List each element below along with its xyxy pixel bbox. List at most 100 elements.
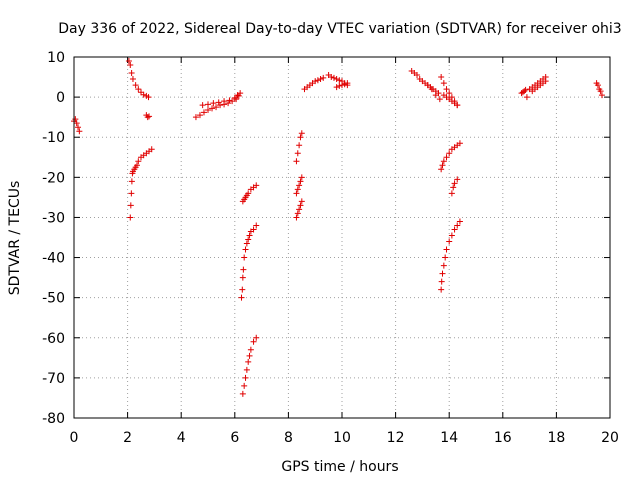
series-arc-j: [293, 198, 305, 221]
data-point: [240, 266, 247, 273]
series-arc-o2: [440, 92, 461, 109]
x-tick-label: 0: [70, 430, 79, 446]
data-point: [76, 128, 83, 135]
data-point: [196, 112, 203, 119]
data-point: [598, 92, 605, 99]
data-point: [245, 236, 252, 243]
data-point: [446, 150, 453, 157]
y-tick-label: 10: [47, 50, 65, 66]
series-arc-d: [192, 90, 244, 121]
y-axis-label: SDTVAR / TECUs: [7, 181, 23, 296]
data-point: [454, 176, 461, 183]
data-point: [253, 182, 260, 189]
data-point: [446, 90, 453, 97]
data-point: [440, 80, 447, 87]
x-tick-label: 20: [601, 430, 619, 446]
data-point: [320, 74, 327, 81]
data-point: [451, 180, 458, 187]
data-point: [522, 86, 529, 93]
data-point: [454, 102, 461, 109]
data-point: [241, 254, 248, 261]
data-point: [414, 72, 421, 79]
x-tick-label: 10: [333, 430, 351, 446]
data-point: [144, 114, 151, 121]
data-point: [432, 92, 439, 99]
data-point: [333, 76, 340, 83]
data-point: [424, 82, 431, 89]
series-arc-l2: [333, 80, 351, 91]
data-point: [297, 134, 304, 141]
data-point: [128, 70, 135, 77]
data-point: [233, 96, 240, 103]
y-tick-label: -10: [42, 130, 65, 146]
y-tick-label: -60: [42, 331, 65, 347]
data-point-layer: [71, 58, 605, 397]
data-point: [146, 113, 153, 120]
data-point: [328, 74, 335, 81]
data-point: [247, 346, 254, 353]
series-arc-q: [448, 176, 461, 197]
data-point: [246, 232, 253, 239]
y-tick-label: -40: [42, 251, 65, 267]
data-point: [451, 226, 458, 233]
series-arc-t2: [529, 78, 549, 95]
series-arc-f: [238, 222, 260, 301]
y-tick-label: -30: [42, 210, 65, 226]
data-point: [294, 186, 301, 193]
data-point: [127, 202, 134, 209]
y-tick-label: -70: [42, 371, 65, 387]
data-point: [521, 88, 528, 95]
data-point: [221, 98, 228, 105]
data-point: [594, 82, 601, 89]
series-arc-s: [518, 86, 530, 101]
data-point: [215, 99, 222, 106]
data-point: [209, 105, 216, 112]
data-point: [210, 100, 217, 107]
data-point: [317, 76, 324, 83]
series-arc-o: [438, 74, 461, 109]
series-arc-g: [239, 334, 260, 397]
data-point: [446, 238, 453, 245]
data-point: [246, 352, 253, 359]
series-arc-b2: [143, 112, 153, 121]
data-point: [250, 338, 257, 345]
series-arc-h: [293, 130, 305, 165]
data-point: [245, 190, 252, 197]
data-point: [128, 178, 135, 185]
data-point: [250, 226, 257, 233]
data-point: [72, 116, 79, 123]
series-arc-r: [438, 218, 463, 293]
data-point: [296, 206, 303, 213]
data-point: [523, 94, 530, 101]
data-point: [456, 140, 463, 147]
data-point: [443, 246, 450, 253]
data-point: [200, 109, 207, 116]
data-point: [438, 166, 445, 173]
series-arc-m2: [427, 84, 442, 97]
data-point: [330, 74, 337, 81]
data-point: [73, 120, 80, 127]
series-arc-c: [127, 146, 155, 221]
data-point: [217, 102, 224, 109]
data-point: [597, 88, 604, 95]
data-point: [135, 158, 142, 165]
data-point: [438, 74, 445, 81]
y-tick-label: -20: [42, 170, 65, 186]
y-tick-label: -80: [42, 411, 65, 427]
series-arc-n: [424, 82, 443, 103]
data-point: [125, 58, 132, 65]
data-point: [438, 286, 445, 293]
data-point: [428, 86, 435, 93]
data-point: [456, 218, 463, 225]
x-tick-label: 8: [284, 430, 293, 446]
x-tick-label: 6: [230, 430, 239, 446]
data-point: [226, 97, 233, 104]
data-point: [132, 82, 139, 89]
series-arc-i: [293, 174, 305, 197]
data-point: [238, 294, 245, 301]
data-point: [75, 124, 82, 131]
data-point: [294, 150, 301, 157]
data-point: [225, 100, 232, 107]
data-point: [242, 246, 249, 253]
